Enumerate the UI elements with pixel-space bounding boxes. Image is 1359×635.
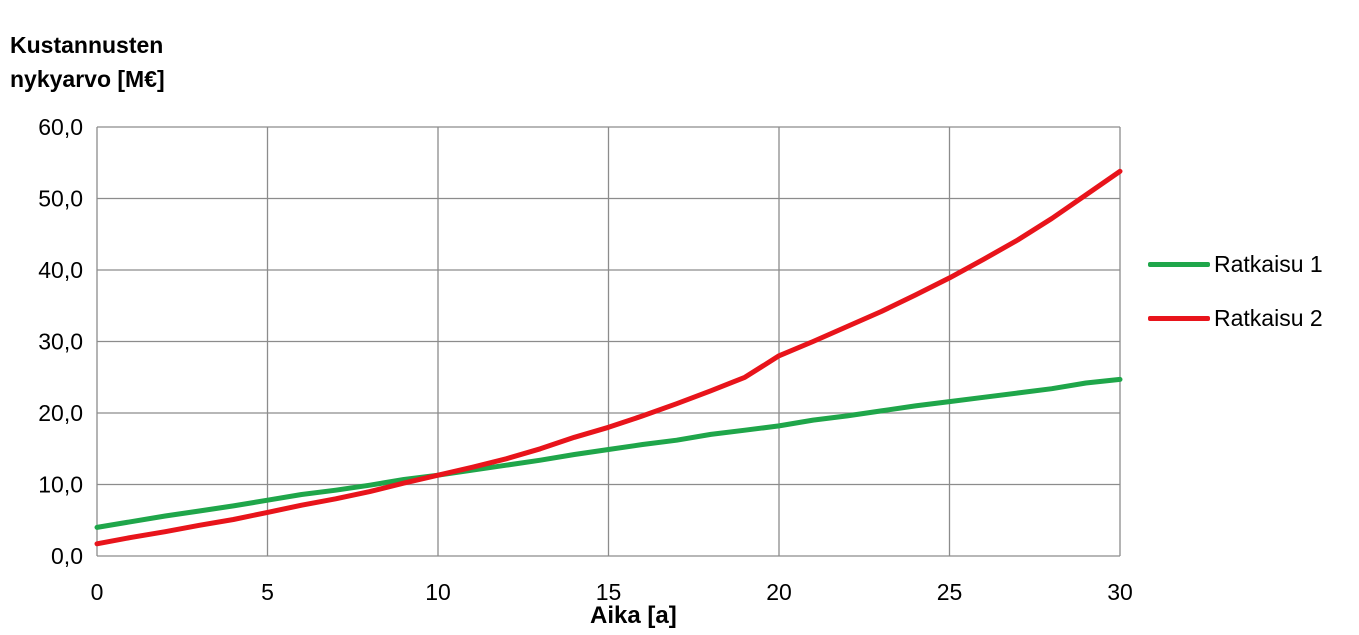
- x-tick-label: 20: [766, 579, 792, 605]
- legend-item-ratkaisu-2: Ratkaisu 2: [1148, 302, 1323, 334]
- x-tick-label: 10: [425, 579, 451, 605]
- y-tick-label: 0,0: [51, 543, 83, 569]
- x-axis-title: Aika [a]: [590, 602, 677, 629]
- x-tick-label: 5: [261, 579, 274, 605]
- y-tick-label: 10,0: [38, 472, 83, 498]
- legend-label-ratkaisu-1: Ratkaisu 1: [1214, 250, 1323, 277]
- y-axis-title: Kustannusten nykyarvo [M€]: [10, 28, 165, 96]
- legend-swatch-ratkaisu-2: [1148, 315, 1210, 321]
- y-axis-title-line-1: Kustannusten: [10, 32, 164, 58]
- y-tick-label: 20,0: [38, 400, 83, 426]
- y-tick-label: 30,0: [38, 329, 83, 355]
- series-line-ratkaisu-2: [94, 168, 1123, 547]
- legend-label-ratkaisu-2: Ratkaisu 2: [1214, 304, 1323, 331]
- x-tick-label: 30: [1107, 579, 1133, 605]
- x-tick-label: 15: [596, 579, 622, 605]
- x-tick-label: 25: [937, 579, 963, 605]
- y-tick-label: 40,0: [38, 257, 83, 283]
- legend: Ratkaisu 1 Ratkaisu 2: [1148, 248, 1323, 356]
- y-tick-label: 60,0: [38, 114, 83, 140]
- legend-item-ratkaisu-1: Ratkaisu 1: [1148, 248, 1323, 280]
- y-axis-title-line-2: nykyarvo [M€]: [10, 66, 165, 92]
- y-tick-label: 50,0: [38, 186, 83, 212]
- x-tick-label: 0: [91, 579, 104, 605]
- legend-swatch-ratkaisu-1: [1148, 261, 1210, 267]
- series-line-ratkaisu-1: [94, 376, 1123, 530]
